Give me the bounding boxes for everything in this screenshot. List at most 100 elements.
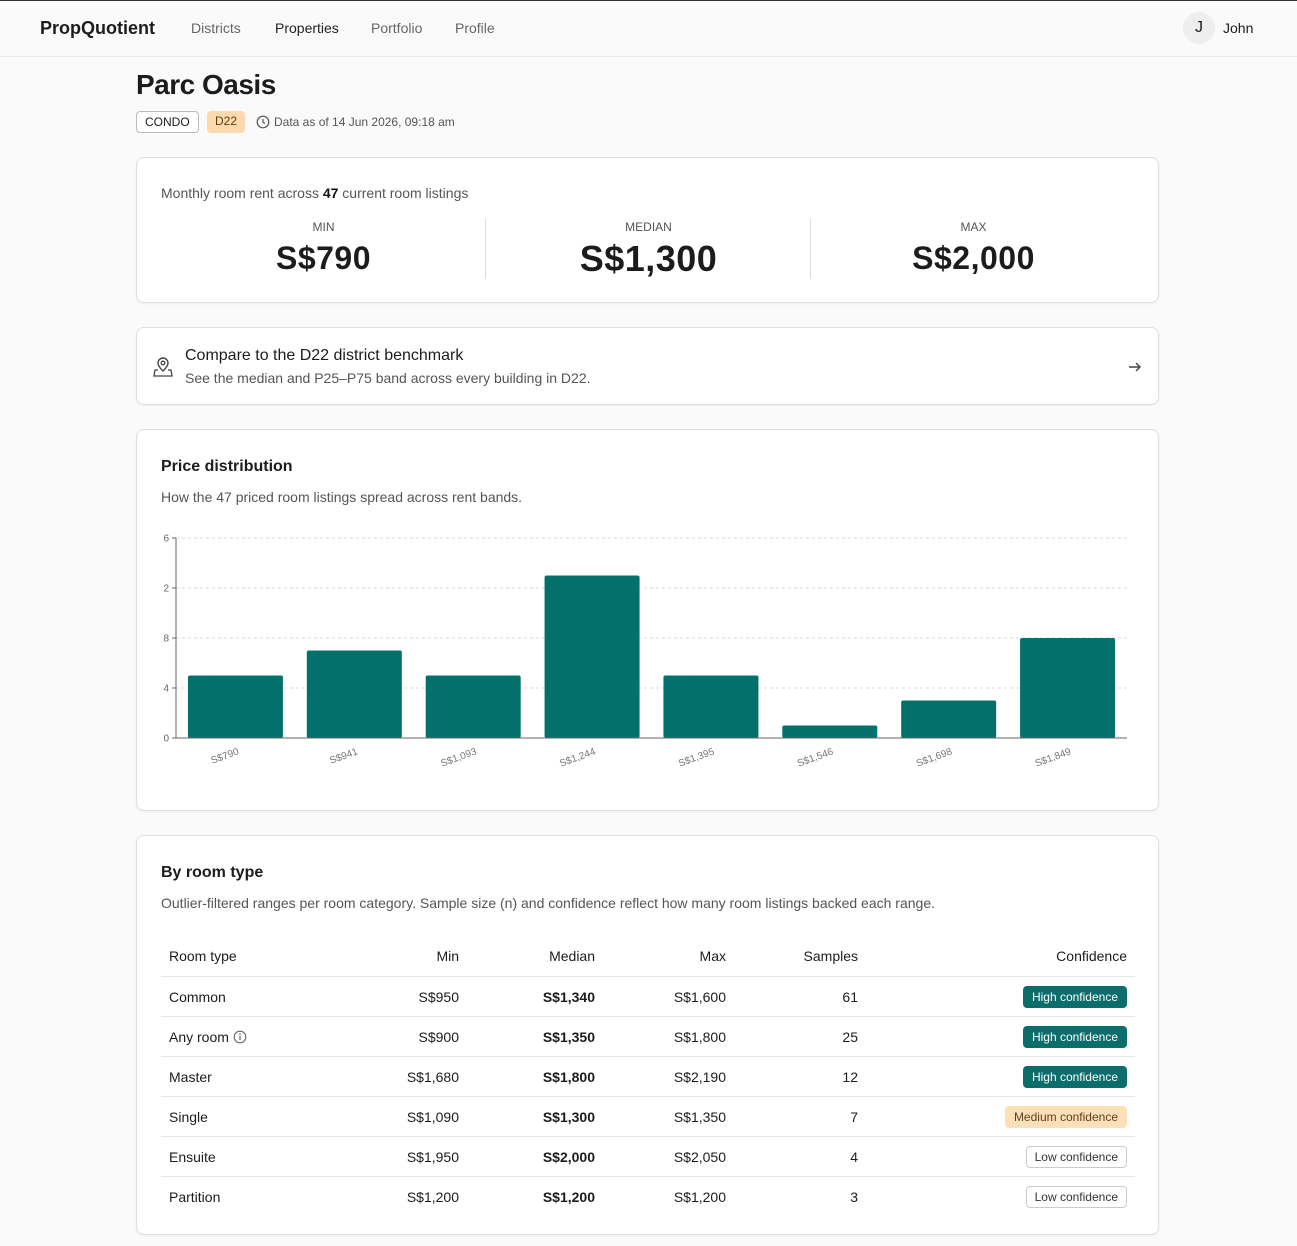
cell-text: S$1,090 (406, 1108, 459, 1125)
map-pin-icon (153, 357, 173, 377)
card-title: Price distribution (161, 458, 293, 475)
cell-text: S$2,050 (673, 1148, 726, 1165)
confidence-badge: Low confidence (1025, 1145, 1127, 1168)
district-tag: D22 (207, 111, 246, 133)
bar (544, 575, 640, 738)
table-row: Master S$1,680 S$1,800 S$2,190 12 High confid… (161, 1056, 1135, 1097)
table-row: Common S$950 S$1,340 S$1,600 61 High confiden… (161, 976, 1135, 1017)
table-cell: S$1,800 (603, 1016, 734, 1057)
divider (485, 219, 486, 279)
y-tick-label: 8 (163, 634, 169, 645)
x-tick-label: S$941 (328, 746, 359, 766)
bar (425, 675, 521, 738)
cell-text: Ensuite (169, 1148, 216, 1165)
table-row: Single S$1,090 S$1,300 S$1,350 7 Medium confi… (161, 1096, 1135, 1137)
table-cell: Ensuite (161, 1136, 300, 1177)
logo[interactable]: PropQuotient (40, 18, 155, 38)
column-header: Samples (734, 936, 866, 977)
cell-text: S$1,800 (542, 1068, 595, 1085)
y-tick-label: 6 (163, 534, 169, 545)
table-row: Partition S$1,200 S$1,200 S$1,200 3 Low confi… (161, 1177, 1135, 1217)
user-name[interactable]: John (1223, 20, 1254, 36)
table-cell: High confidence (866, 976, 1135, 1017)
table-cell: Master (161, 1056, 300, 1097)
benchmark-link[interactable]: Compare to the D22 district benchmark Se… (136, 327, 1159, 405)
table-cell: 3 (734, 1177, 866, 1217)
nav-link[interactable]: Portfolio (371, 20, 423, 36)
table-cell: S$1,300 (467, 1096, 603, 1137)
table-cell: S$1,350 (467, 1016, 603, 1057)
stat-label: MEDIAN (625, 220, 672, 234)
benchmark-title: Compare to the D22 district benchmark (185, 347, 464, 364)
info-icon[interactable] (233, 1030, 247, 1044)
table-cell: 7 (734, 1096, 866, 1137)
cell-text: S$900 (418, 1028, 459, 1045)
cell-text: S$1,350 (673, 1108, 726, 1125)
table-cell: S$2,190 (603, 1056, 734, 1097)
table-cell: Common (161, 976, 300, 1017)
table-cell: Any room (161, 1016, 300, 1057)
confidence-badge: High confidence (1022, 1065, 1127, 1088)
bar (187, 675, 283, 738)
table-cell: 4 (734, 1136, 866, 1177)
x-tick-label: S$1,244 (558, 746, 597, 769)
cell-text: Any room (169, 1028, 229, 1045)
column-header: Confidence (866, 936, 1135, 977)
table-cell: S$1,600 (603, 976, 734, 1017)
x-tick-label: S$1,395 (677, 746, 716, 769)
chart: 0 4 8 2 6 S$790 S$941 S$1,093 S$1,244 S$1,395 S$1,… (163, 534, 1127, 770)
bar (901, 700, 997, 738)
table-cell: S$1,340 (467, 976, 603, 1017)
table-cell: Medium confidence (866, 1096, 1135, 1137)
table-cell: S$1,680 (300, 1056, 467, 1097)
x-tick-label: S$1,093 (439, 746, 478, 769)
summary-card: Monthly room rent across 47 current room… (136, 157, 1159, 303)
cell-text: 7 (850, 1108, 858, 1125)
confidence-badge: Low confidence (1025, 1185, 1127, 1208)
bar (1020, 638, 1116, 738)
table-cell: S$900 (300, 1016, 467, 1057)
table-cell: High confidence (866, 1056, 1135, 1097)
table-cell: High confidence (866, 1016, 1135, 1057)
property-name: Parc Oasis (136, 69, 276, 100)
cell-text: 4 (850, 1148, 858, 1165)
divider (810, 219, 811, 279)
table-cell: S$1,200 (300, 1177, 467, 1217)
summary-intro: Monthly room rent across 47 current room… (161, 185, 468, 201)
cell-text: S$1,200 (406, 1188, 459, 1205)
card-title: By room type (161, 864, 264, 881)
cell-text: S$1,950 (406, 1148, 459, 1165)
avatar[interactable]: J (1183, 12, 1215, 44)
room-type-table: Room type Min Median Max Samples Confidence C… (161, 936, 1135, 1216)
table-cell: S$1,350 (603, 1096, 734, 1137)
top-bar (0, 0, 1297, 57)
clock-icon (256, 115, 270, 129)
table-cell: S$2,000 (467, 1136, 603, 1177)
stat-value: S$1,300 (579, 238, 718, 279)
table-cell: Partition (161, 1177, 300, 1217)
cell-text: S$950 (418, 988, 459, 1005)
nav-link[interactable]: Profile (455, 20, 495, 36)
updated-at: Data as of 14 Jun 2026, 09:18 am (274, 115, 455, 129)
cell-text: Common (169, 988, 226, 1005)
cell-text: S$1,200 (673, 1188, 726, 1205)
stat-label: MIN (312, 220, 335, 234)
table-cell: S$1,800 (467, 1056, 603, 1097)
text: Monthly room rent across (161, 185, 323, 201)
x-tick-label: S$1,546 (796, 746, 835, 769)
cell-text: S$2,000 (542, 1148, 595, 1165)
table-cell: Low confidence (866, 1177, 1135, 1217)
card-subtitle: How the 47 priced room listings spread a… (161, 489, 523, 505)
table-row: Ensuite S$1,950 S$2,000 S$2,050 4 Low confide… (161, 1136, 1135, 1177)
column-header: Min (300, 936, 467, 977)
table-row: Any room S$900 S$1,350 S$1,800 25 High confid… (161, 1016, 1135, 1057)
column-header: Median (467, 936, 603, 977)
bar (782, 725, 878, 738)
bar (663, 675, 759, 738)
nav-link[interactable]: Properties (275, 20, 339, 36)
y-tick-label: 4 (163, 684, 169, 695)
cell-text: S$1,680 (406, 1068, 459, 1085)
cell-text: Single (169, 1108, 208, 1125)
nav-link[interactable]: Districts (191, 20, 241, 36)
table-cell: S$1,090 (300, 1096, 467, 1137)
